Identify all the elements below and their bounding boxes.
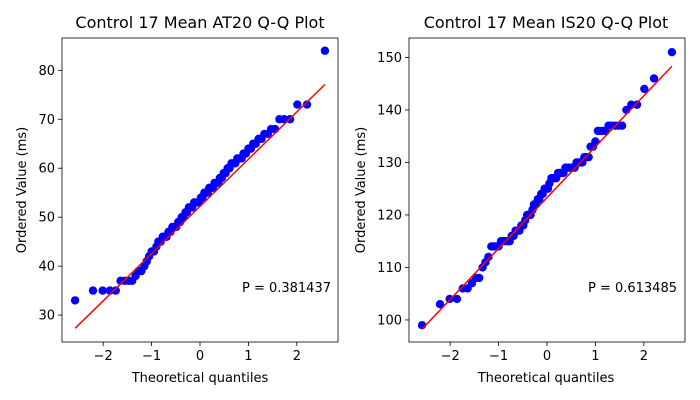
plot-area-frame: [408, 37, 686, 343]
data-point: [632, 100, 642, 109]
fit-line-group: [421, 65, 673, 330]
data-point: [302, 100, 312, 109]
x-axis: −2 −1 0 1 2: [94, 342, 301, 364]
y-tick-label: 120: [377, 208, 402, 223]
data-point: [111, 286, 120, 295]
y-tick-label: 100: [377, 313, 402, 328]
x-tick-label: 0: [543, 349, 551, 364]
x-tick-label: 2: [293, 349, 301, 364]
y-tick-label: 30: [38, 309, 55, 324]
data-point: [98, 286, 107, 295]
data-point: [270, 124, 280, 134]
p-value-annotation: P = 0.613485: [588, 281, 677, 296]
x-tick-label: 1: [591, 349, 599, 364]
y-tick-label: 50: [38, 211, 55, 226]
data-point: [649, 74, 659, 83]
data-point: [70, 296, 80, 305]
qq-plot-at20: Control 17 Mean AT20 Q-Q Plot Theoretica…: [15, 13, 339, 386]
y-axis: 100 110 120 130 140 150: [377, 51, 409, 328]
y-tick-label: 140: [377, 103, 402, 118]
fit-line: [421, 65, 673, 330]
x-axis: −2 −1 0 1 2: [441, 342, 648, 364]
x-tick-label: 1: [244, 349, 252, 364]
data-point: [640, 84, 649, 94]
chart-title: Control 17 Mean IS20 Q-Q Plot: [424, 13, 669, 32]
y-tick-label: 150: [377, 51, 402, 66]
x-tick-label: −2: [94, 349, 113, 364]
y-tick-label: 80: [38, 64, 55, 79]
x-tick-label: 2: [640, 349, 648, 364]
x-tick-label: −1: [142, 349, 161, 364]
y-tick-label: 110: [377, 261, 402, 276]
data-point: [320, 46, 330, 55]
fit-line-group: [74, 83, 326, 329]
y-axis: 30 40 50 60 70 80: [38, 64, 62, 324]
y-tick-label: 40: [38, 260, 55, 275]
data-point: [475, 273, 484, 283]
x-axis-label: Theoretical quantiles: [131, 371, 269, 386]
y-axis-label: Ordered Value (ms): [15, 127, 30, 253]
y-axis-label: Ordered Value (ms): [354, 127, 369, 253]
data-point: [484, 252, 493, 262]
chart-title: Control 17 Mean AT20 Q-Q Plot: [75, 13, 324, 32]
x-tick-label: 0: [196, 349, 204, 364]
data-points: [70, 46, 330, 305]
x-axis-label: Theoretical quantiles: [477, 371, 615, 386]
plot-area-frame: [61, 37, 339, 343]
data-point: [452, 294, 462, 304]
p-value-annotation: P = 0.381437: [242, 281, 331, 296]
qq-plot-is20: Control 17 Mean IS20 Q-Q Plot Theoretica…: [354, 13, 686, 386]
data-point: [617, 121, 627, 130]
fit-line: [74, 83, 326, 329]
x-tick-label: −2: [441, 349, 460, 364]
y-tick-label: 130: [377, 156, 402, 171]
y-tick-label: 70: [38, 113, 55, 128]
data-point: [88, 286, 98, 295]
data-point: [293, 100, 302, 109]
data-point: [667, 47, 677, 57]
data-point: [435, 299, 445, 309]
y-tick-label: 60: [38, 162, 55, 177]
x-tick-label: −1: [489, 349, 508, 364]
